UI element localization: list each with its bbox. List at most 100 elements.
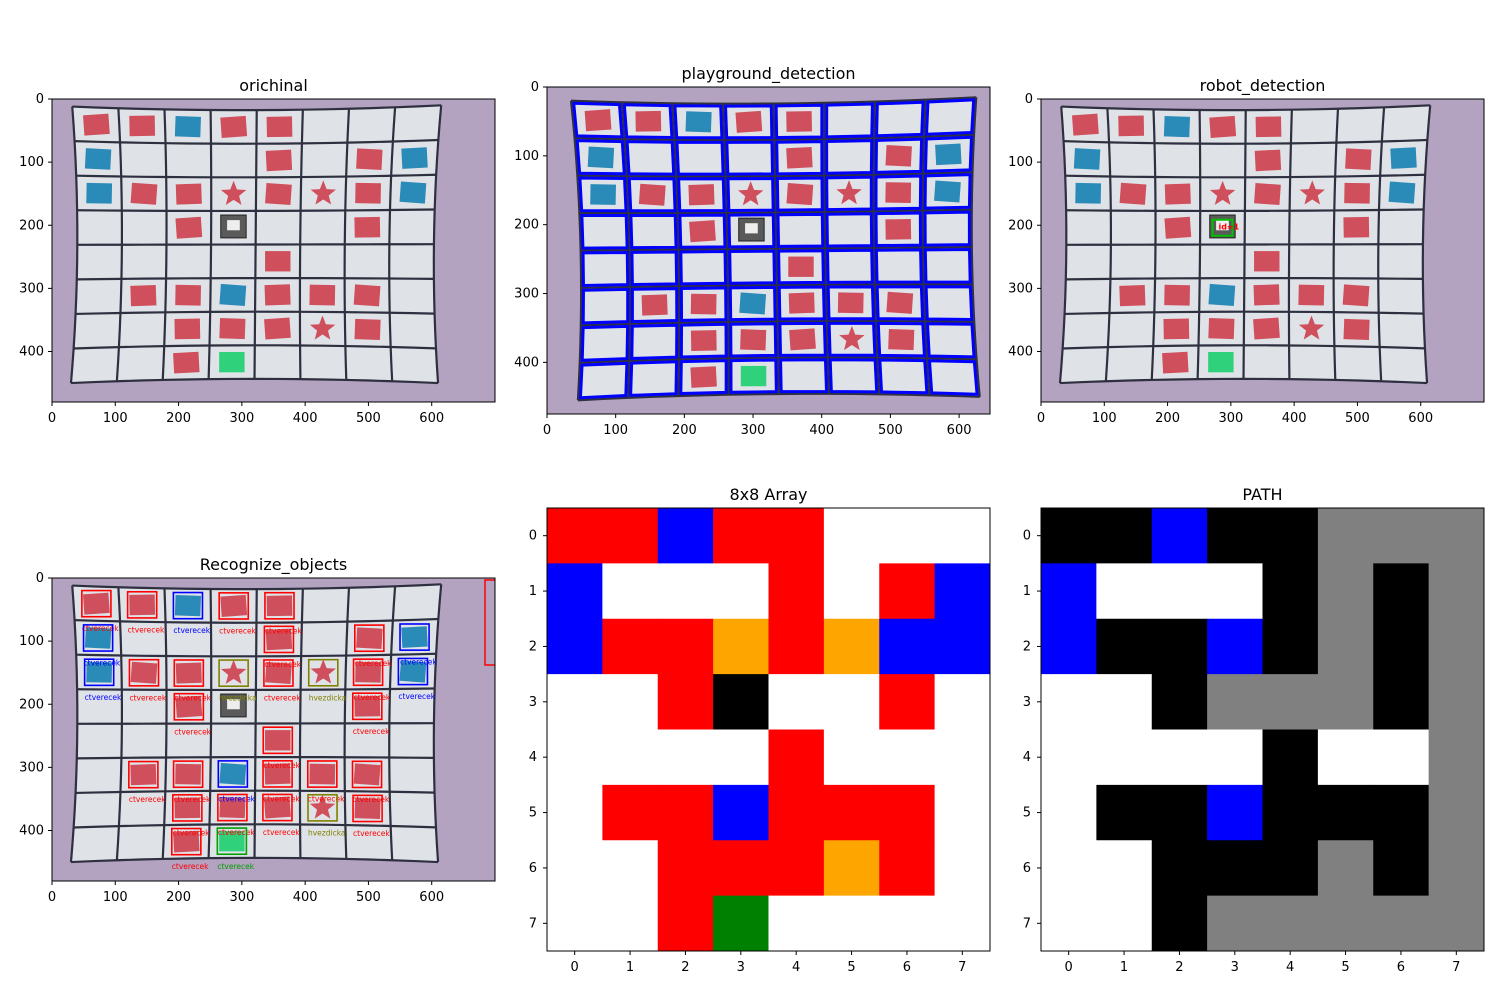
- square-object: [885, 145, 912, 167]
- square-object: [1072, 113, 1099, 136]
- detected-cell-outline: [629, 213, 678, 250]
- object-bbox: [397, 657, 429, 686]
- square-object: [355, 182, 381, 204]
- x-tick-label: 0: [48, 411, 56, 426]
- board-grid-line: [253, 589, 258, 858]
- x-tick-label: 200: [672, 423, 697, 438]
- matrix-cell: [1151, 618, 1208, 675]
- object-class-label: ctverecek: [172, 862, 209, 871]
- detected-cell-outline: [874, 211, 923, 248]
- square-object: [265, 661, 292, 685]
- board-grid-line: [1332, 108, 1340, 380]
- matrix-cell: [1317, 784, 1374, 841]
- detected-cell-outline: [729, 358, 778, 394]
- detected-cell-outline: [625, 140, 676, 176]
- matrix-cell: [713, 674, 769, 730]
- matrix-cell: [1096, 618, 1153, 675]
- plot-frame: [546, 507, 991, 952]
- object-class-label: ctverecek: [263, 795, 300, 804]
- matrix-cell: [1262, 563, 1319, 620]
- matrix-cell: [1428, 729, 1485, 786]
- x-tick-label: 4: [792, 960, 800, 975]
- matrix-cell: [1317, 729, 1374, 786]
- detected-cell-outline: [875, 100, 925, 138]
- y-tick-label: 100: [514, 149, 539, 164]
- matrix-cell: [547, 895, 603, 952]
- board-grid-line: [1061, 104, 1431, 112]
- y-tick-label: 200: [1008, 218, 1033, 233]
- matrix-cell: [1096, 674, 1153, 730]
- square-object: [175, 183, 202, 205]
- x-tick-label: 300: [1218, 411, 1243, 426]
- square-object: [689, 220, 716, 243]
- star-object: [310, 659, 336, 684]
- panel-recog: ctverecek ctverecek ctverecek ctverecek ctve…: [19, 555, 496, 905]
- matrix-cell: [1262, 674, 1319, 730]
- y-tick-label: 200: [19, 218, 44, 233]
- square-object: [354, 216, 381, 238]
- x-tick-label: 400: [1282, 411, 1307, 426]
- object-bbox: [218, 592, 250, 620]
- detected-cell-outline: [923, 210, 971, 247]
- object-bbox: [306, 760, 338, 788]
- y-tick-label: 400: [514, 355, 539, 370]
- x-tick-label: 7: [1452, 960, 1460, 975]
- object-class-label: ctverecek: [173, 829, 210, 838]
- matrix-cell: [657, 674, 714, 730]
- square-object: [309, 284, 336, 306]
- square-object: [1390, 147, 1417, 169]
- matrix-cell: [1373, 674, 1430, 730]
- matrix-cell: [879, 563, 936, 620]
- matrix-cell: [768, 674, 825, 730]
- square-object: [690, 366, 717, 388]
- square-object: [129, 594, 156, 616]
- square-object: [130, 182, 158, 205]
- x-tick-label: 5: [847, 960, 855, 975]
- matrix-cell: [1096, 563, 1153, 620]
- detected-cell-outline: [630, 287, 679, 324]
- matrix-cell: [1207, 508, 1263, 564]
- detected-cell-outline: [776, 212, 825, 248]
- matrix-cell: [934, 729, 991, 786]
- matrix-cell: [1207, 618, 1263, 675]
- detected-cell-outline: [575, 139, 626, 176]
- object-bbox: [263, 625, 295, 654]
- x-tick-label: 3: [1231, 960, 1239, 975]
- square-object: [86, 182, 113, 204]
- square-object: [935, 143, 962, 166]
- square-object: [264, 284, 291, 306]
- x-tick-label: 4: [1286, 960, 1294, 975]
- matrix-cell: [713, 618, 769, 675]
- detected-cell-outline: [673, 104, 724, 140]
- matrix-cell: [657, 618, 714, 675]
- matrix-cell: [1096, 508, 1153, 564]
- x-tick-label: 2: [1175, 960, 1183, 975]
- square-object: [129, 115, 156, 137]
- object-bbox: [172, 591, 204, 620]
- matrix-cell: [1262, 784, 1319, 841]
- square-object: [1253, 284, 1280, 306]
- matrix-cell: [823, 895, 880, 952]
- detected-cell-outline: [729, 322, 778, 358]
- panel-title: PATH: [1242, 485, 1282, 504]
- square-object: [1164, 216, 1192, 239]
- object-bbox: [170, 827, 202, 856]
- square-object: [1209, 115, 1237, 138]
- y-tick-label: 400: [19, 345, 44, 360]
- detected-cell-outline: [572, 101, 624, 139]
- matrix-cell: [1373, 895, 1430, 952]
- detected-cell-outline: [580, 213, 629, 250]
- matrix-cell: [602, 895, 659, 952]
- matrix-cell: [657, 840, 714, 897]
- square-object: [265, 182, 292, 206]
- matrix-cell: [1373, 840, 1430, 897]
- detected-cell-outline: [924, 98, 976, 136]
- x-tick-label: 100: [603, 423, 628, 438]
- detected-cell-outline: [923, 247, 972, 284]
- matrix-cell: [1428, 784, 1485, 841]
- detected-cell-outline: [630, 323, 679, 360]
- y-tick-label: 6: [1023, 861, 1031, 876]
- plot-frame: [51, 98, 496, 403]
- board-grid-line: [1421, 105, 1432, 384]
- object-bbox: [217, 793, 248, 822]
